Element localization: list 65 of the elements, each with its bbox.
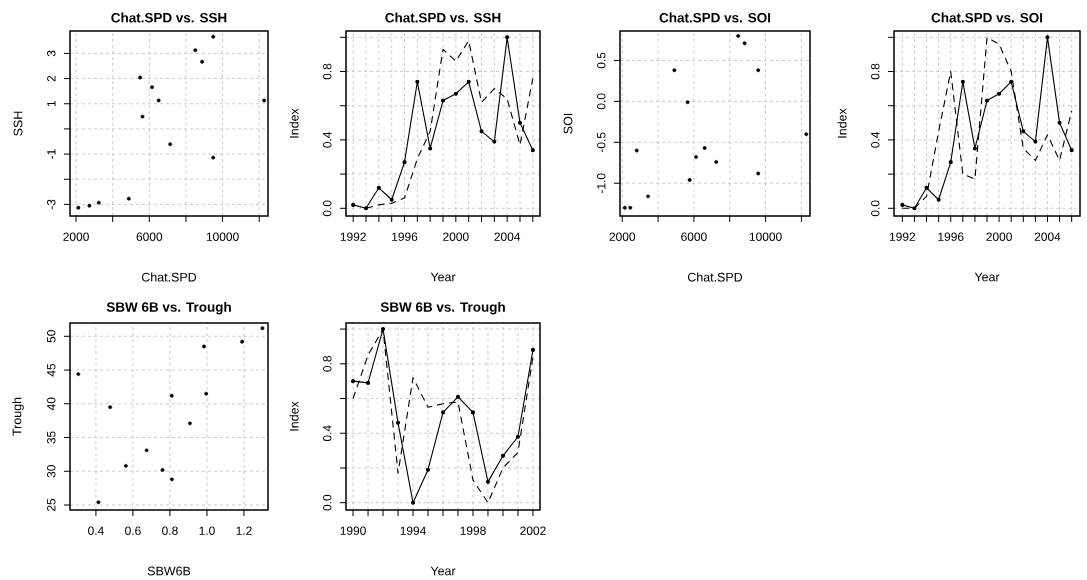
y-tick-label: -1.0: [597, 173, 606, 194]
x-tick-label: 2000: [443, 232, 469, 241]
y-axis-title: Trough: [12, 397, 24, 436]
y-axis-title: Index: [289, 401, 299, 431]
x-axis-title: Year: [430, 272, 456, 282]
y-tick-label: 3: [47, 50, 56, 57]
y-tick-label: 0.4: [871, 131, 880, 148]
x-tick-label: 1990: [340, 526, 366, 535]
x-tick-label: 1994: [400, 526, 426, 535]
y-axis-title: SSH: [13, 111, 23, 136]
y-tick-label: -3: [47, 199, 56, 210]
chart-title: SBW 6B vs. Trough: [106, 301, 231, 315]
y-tick-label: 0.0: [323, 200, 332, 217]
x-axis-title: Year: [974, 272, 1000, 282]
chart-title: Chat.SPD vs. SOI: [659, 12, 771, 23]
x-tick-label: 6000: [136, 232, 163, 241]
chart-title: Chat.SPD vs. SSH: [111, 12, 227, 23]
y-tick-label: 45: [47, 363, 56, 377]
y-axis-title: Index: [837, 108, 847, 138]
x-tick-label: 2000: [63, 232, 89, 241]
y-tick-label: -1: [47, 149, 56, 159]
y-tick-label: 0.0: [597, 93, 606, 110]
x-tick-label: 10000: [206, 232, 239, 241]
x-tick-label: 1998: [460, 526, 486, 535]
x-tick-label: 1992: [340, 232, 366, 241]
y-tick-label: 50: [47, 330, 56, 343]
y-tick-label: 40: [47, 397, 56, 411]
x-tick-label: 2004: [1034, 232, 1061, 241]
y-tick-label: 35: [47, 431, 56, 444]
x-tick-label: 10000: [749, 232, 782, 241]
y-tick-label: 0.5: [597, 52, 606, 69]
x-tick-label: 1992: [889, 232, 916, 241]
y-tick-label: 0.4: [323, 131, 332, 148]
x-axis-title: Chat.SPD: [141, 272, 197, 282]
x-axis-title: Year: [430, 566, 456, 576]
x-tick-label: 1.0: [199, 526, 215, 535]
x-tick-label: 2004: [494, 232, 521, 241]
x-tick-label: 0.4: [88, 526, 104, 535]
y-axis-title: Index: [289, 108, 299, 138]
x-tick-label: 0.6: [125, 526, 141, 535]
y-tick-label: 0.8: [323, 63, 332, 80]
chart-title: SBW 6B vs. Trough: [380, 301, 505, 315]
y-tick-label: 1: [47, 101, 56, 107]
chart-title: Chat.SPD vs. SSH: [385, 12, 501, 23]
x-tick-label: 1996: [938, 232, 964, 241]
x-tick-label: 2000: [986, 232, 1012, 241]
y-tick-label: 0.0: [323, 494, 332, 511]
y-tick-label: 0.8: [323, 356, 332, 372]
chart-title: Chat.SPD vs. SOI: [931, 12, 1043, 23]
x-tick-label: 1.2: [236, 526, 252, 535]
y-tick-label: 0.4: [323, 425, 332, 442]
x-tick-label: 6000: [681, 232, 707, 241]
y-tick-label: 30: [47, 465, 56, 478]
x-tick-label: 1996: [392, 232, 418, 241]
y-tick-label: -0.5: [597, 132, 606, 153]
y-tick-label: 0.8: [871, 63, 880, 80]
y-axis-title: SOI: [563, 113, 573, 134]
x-axis-title: Chat.SPD: [687, 272, 743, 282]
y-tick-label: 0.0: [871, 200, 880, 217]
y-tick-label: 2: [47, 75, 56, 82]
x-axis-title: SBW6B: [147, 566, 191, 576]
x-tick-label: 0.8: [162, 526, 178, 535]
x-tick-label: 2000: [609, 232, 636, 241]
x-tick-label: 2002: [520, 526, 546, 535]
y-tick-label: 25: [47, 498, 56, 512]
